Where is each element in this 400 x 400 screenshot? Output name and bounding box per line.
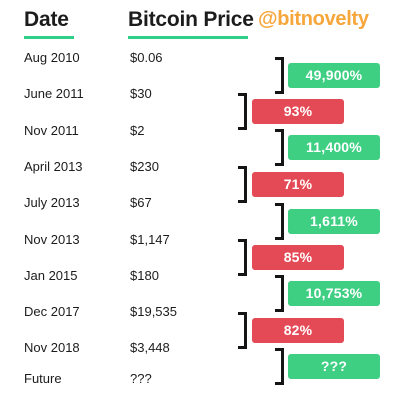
gain-badge: 49,900% (288, 63, 380, 88)
row-price: $30 (130, 86, 152, 101)
row-price: $1,147 (130, 232, 170, 247)
row-price: $3,448 (130, 340, 170, 355)
price-column-header: Bitcoin Price (128, 8, 254, 31)
row-date: Aug 2010 (24, 50, 80, 65)
range-bracket (275, 57, 284, 94)
drop-badge: 93% (252, 99, 344, 124)
row-date: Nov 2011 (24, 123, 79, 138)
date-column-header: Date (24, 8, 69, 31)
row-price: $67 (130, 195, 152, 210)
row-price: $0.06 (130, 50, 163, 65)
range-bracket (275, 203, 284, 240)
drop-badge: 85% (252, 245, 344, 270)
row-date: Future (24, 371, 62, 386)
gain-badge: 11,400% (288, 135, 380, 160)
row-price: $230 (130, 159, 159, 174)
row-price: $2 (130, 123, 145, 138)
row-date: June 2011 (24, 86, 84, 101)
price-header-underline (128, 36, 248, 39)
gain-badge: 10,753% (288, 281, 380, 306)
date-header-underline (24, 36, 74, 39)
row-price: ??? (130, 371, 152, 386)
range-bracket (238, 239, 247, 276)
row-date: Nov 2013 (24, 232, 80, 247)
author-handle: @bitnovelty (258, 8, 369, 30)
row-date: July 2013 (24, 195, 80, 210)
row-price: $19,535 (130, 304, 177, 319)
row-date: April 2013 (24, 159, 83, 174)
row-date: Dec 2017 (24, 304, 80, 319)
gain-badge: 1,611% (288, 209, 380, 234)
gain-badge: ??? (288, 354, 380, 379)
range-bracket (275, 348, 284, 385)
row-price: $180 (130, 268, 159, 283)
range-bracket (238, 312, 247, 349)
range-bracket (275, 275, 284, 312)
row-date: Jan 2015 (24, 268, 78, 283)
drop-badge: 71% (252, 172, 344, 197)
drop-badge: 82% (252, 318, 344, 343)
range-bracket (275, 129, 284, 166)
row-date: Nov 2018 (24, 340, 80, 355)
range-bracket (238, 166, 247, 203)
range-bracket (238, 93, 247, 130)
